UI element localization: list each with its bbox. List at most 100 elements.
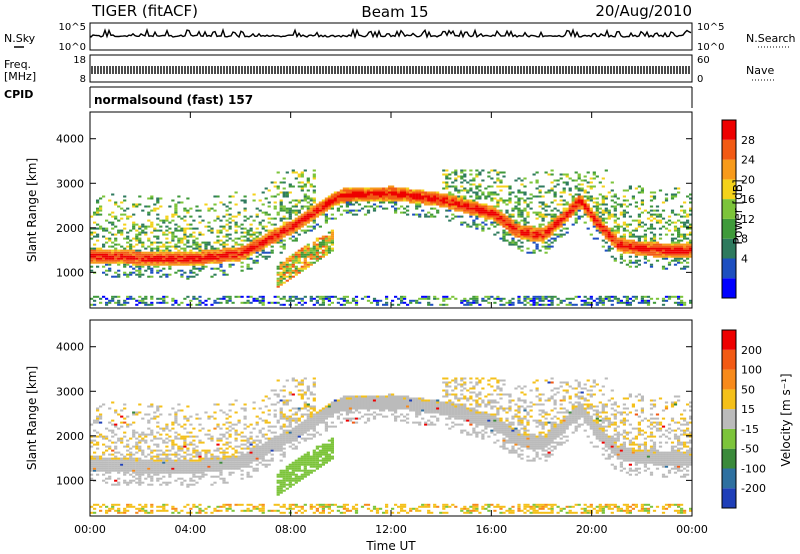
velocity-cell [117,471,121,474]
power-cell [297,175,301,178]
power-cell [162,249,166,252]
velocity-cell [216,443,220,446]
velocity-cell [123,511,127,514]
power-cell [108,301,112,304]
power-cell [129,229,133,232]
power-cell [147,257,151,260]
power-cell [153,203,157,206]
power-cell [649,239,654,242]
power-cell [159,241,163,244]
velocity-cell [162,469,166,472]
power-cell [174,207,178,210]
power-cell [680,233,684,236]
velocity-cell [90,467,94,470]
power-cell [643,241,647,244]
power-cell [249,229,253,232]
power-cell [649,209,654,212]
velocity-cell [129,469,133,472]
power-cell [622,249,626,252]
power-cell [276,285,280,288]
power-cell [538,189,542,192]
power-cell [610,233,614,236]
velocity-cell [144,467,148,470]
power-cell [445,177,449,180]
power-cell [580,187,584,190]
power-cell [294,217,298,220]
beam-title: Beam 15 [361,3,428,21]
power-cell [538,297,542,300]
velocity-cell [117,503,121,506]
power-cell [634,265,638,268]
power-cell [324,237,328,240]
power-cell [649,263,654,266]
power-cell [297,271,301,274]
power-cell [147,265,151,268]
power-cell [246,247,250,250]
velocity-cell [204,463,208,466]
power-cell [592,213,596,216]
power-cell [303,197,307,200]
velocity-cell [198,439,202,442]
power-cell [120,255,124,258]
power-cell [529,239,533,242]
power-cell [472,177,476,180]
power-cell [622,203,626,206]
power-cell [171,231,175,234]
power-cell [628,243,632,246]
velocity-cell [195,471,199,474]
power-cell [138,255,142,258]
power-cell [345,299,349,302]
velocity-cell [93,439,97,442]
power-cell [649,227,654,230]
power-cell [243,219,247,222]
velocity-cell [105,469,109,472]
velocity-cell [105,435,109,438]
power-cell [117,299,121,302]
power-cell [261,245,265,248]
power-cell [288,201,292,204]
power-cell [544,247,548,250]
power-cell [424,213,428,216]
power-cell [336,297,340,300]
velocity-cell [189,431,193,434]
power-cell [267,251,271,254]
velocity-cell [222,479,226,482]
power-cell [108,257,112,260]
power-cell [553,295,557,298]
power-cell [243,227,247,230]
velocity-cell [165,509,169,512]
power-cell [517,201,521,204]
power-cell [622,213,626,216]
velocity-cell [150,431,154,434]
power-cell [129,259,133,262]
power-cell [541,295,545,298]
power-cell [481,299,485,302]
power-cell [111,295,115,298]
power-cell [652,255,657,258]
power-cell [436,211,440,214]
power-cell [282,193,286,196]
velocity-cell [156,425,160,428]
power-cell [577,295,581,298]
power-cell [661,265,666,268]
power-cell [562,173,566,176]
power-cell [141,301,145,304]
power-cell [240,251,244,254]
velocity-cell [153,417,157,420]
power-cell [652,235,657,238]
power-cell [174,251,178,254]
power-cell [249,215,253,218]
velocity-cell [207,437,211,440]
power-cell [234,241,238,244]
power-cell [228,259,232,262]
power-cell [231,253,235,256]
power-cell [363,197,368,200]
velocity-cell [156,461,160,464]
power-cell [640,211,644,214]
velocity-cell [243,461,247,464]
power-cell [514,205,518,208]
power-cell [369,187,374,190]
power-cell [568,301,572,304]
power-cell [255,207,259,210]
power-cell [514,223,518,226]
